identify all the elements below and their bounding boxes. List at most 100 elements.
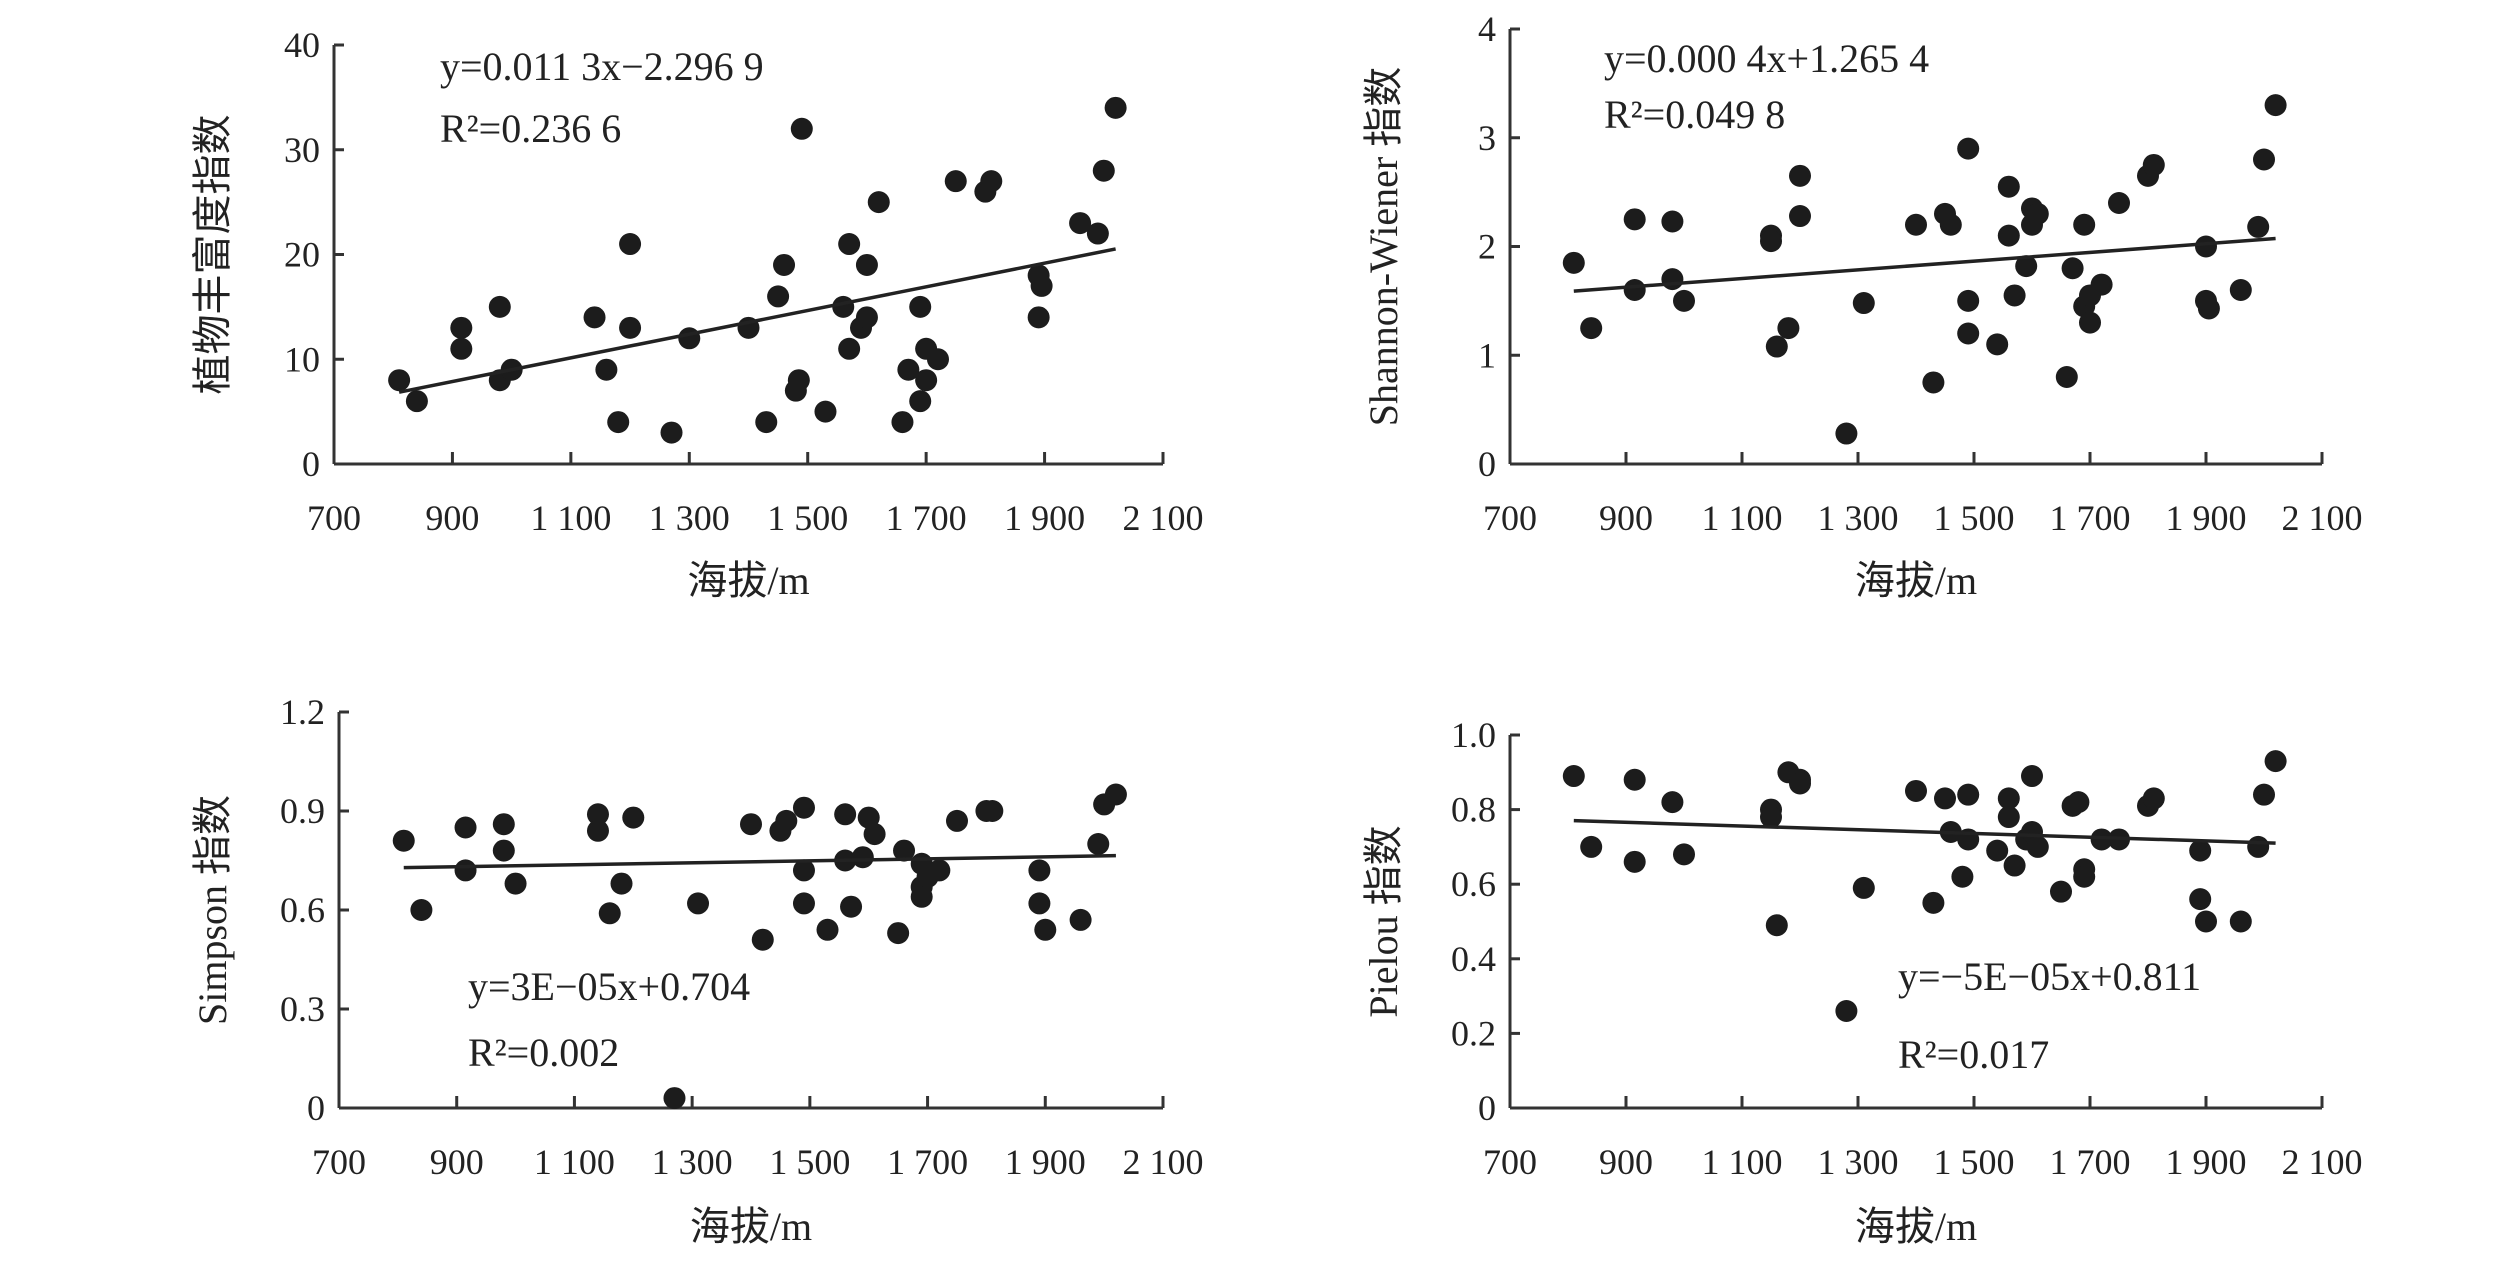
data-point	[867, 191, 890, 214]
x-tick-label: 1 300	[649, 498, 730, 538]
x-tick-label: 1 500	[1934, 498, 2015, 538]
data-point	[610, 872, 633, 895]
trend-line	[398, 247, 1116, 394]
data-point	[1623, 768, 1646, 791]
data-point	[1092, 159, 1115, 182]
regression-equation: y=0.000 4x+1.265 4	[1604, 36, 1929, 81]
x-tick-label: 2 100	[2282, 498, 2363, 538]
data-point	[1997, 787, 2020, 810]
x-tick-label: 700	[1483, 498, 1537, 538]
data-point	[2090, 273, 2113, 296]
panel-pielou: 0 0.2 0.4 0.6 0.8 1.0 700 900 1 100 1 300 1 500 1 7…	[1361, 715, 2363, 1249]
data-point	[926, 348, 949, 371]
x-tick-label: 700	[307, 498, 361, 538]
r-squared-label: R²=0.017	[1898, 1032, 2049, 1077]
data-point	[1027, 306, 1050, 329]
data-point	[775, 809, 798, 832]
data-point	[855, 253, 878, 276]
data-point	[1789, 205, 1811, 228]
trend-line	[1573, 818, 2276, 845]
data-point	[857, 806, 880, 829]
x-tick-label: 1 700	[887, 1142, 968, 1182]
regression-equation: y=3E−05x+0.704	[468, 964, 750, 1009]
data-point	[1623, 850, 1646, 873]
x-tick-label: 1 100	[1702, 1142, 1783, 1182]
regression-equation: y=0.011 3x−2.296 9	[440, 44, 764, 89]
data-point	[2189, 839, 2212, 862]
data-point	[1562, 251, 1585, 274]
y-tick-label: 0	[1478, 444, 1496, 484]
data-point	[1957, 783, 1980, 806]
data-point	[1661, 210, 1684, 233]
x-tick-label: 1 900	[2166, 498, 2247, 538]
data-point	[492, 839, 515, 862]
data-point	[2142, 787, 2165, 810]
data-point	[2003, 284, 2026, 307]
panel-simpson: 0 0.3 0.6 0.9 1.2 700 900 1 100 1 300 1 500 1 700 1…	[190, 692, 1204, 1249]
x-tick-label: 700	[312, 1142, 366, 1182]
data-point	[1997, 224, 2020, 247]
data-point	[450, 316, 473, 339]
r-squared-label: R²=0.049 8	[1604, 92, 1785, 137]
data-point	[1765, 914, 1788, 937]
data-point	[1661, 791, 1684, 814]
data-point	[619, 316, 642, 339]
x-axis-label: 海拔/m	[1855, 558, 1977, 603]
data-point	[663, 1087, 686, 1110]
panel-shannon: 0 1 2 3 4 700 900 1 100 1 300 1 500 1 700 1 900 2 10…	[1361, 9, 2363, 603]
data-point	[2142, 153, 2165, 176]
data-point	[504, 872, 527, 895]
y-tick-label: 0.9	[280, 791, 325, 831]
x-tick-label: 900	[1599, 498, 1653, 538]
data-point	[909, 390, 932, 413]
x-tick-label: 1 300	[1818, 1142, 1899, 1182]
y-tick-label: 0.2	[1451, 1013, 1496, 1053]
data-point	[586, 803, 609, 826]
data-point	[1034, 918, 1057, 941]
data-point	[660, 421, 683, 444]
y-axis-label: 植物丰富度指数	[190, 115, 235, 395]
data-point	[1623, 208, 1646, 231]
data-point	[946, 809, 968, 832]
x-tick-label: 1 500	[769, 1142, 850, 1182]
y-tick-label: 4	[1478, 9, 1496, 49]
data-point	[1104, 783, 1127, 806]
y-tick-label: 3	[1478, 118, 1496, 158]
r-squared-label: R²=0.002	[468, 1030, 619, 1075]
data-point	[855, 306, 878, 329]
data-point	[980, 170, 1003, 193]
trend-line	[403, 853, 1116, 870]
data-point	[1957, 289, 1980, 312]
x-tick-label: 1 100	[1702, 498, 1783, 538]
y-tick-label: 0	[302, 444, 320, 484]
x-tick-label: 1 500	[767, 498, 848, 538]
data-point	[450, 337, 473, 360]
data-point	[787, 369, 810, 392]
x-tick-label: 2 100	[2282, 1142, 2363, 1182]
data-point	[392, 829, 415, 852]
data-point	[740, 813, 762, 836]
data-point	[1661, 268, 1684, 291]
data-point	[2189, 888, 2212, 911]
data-point	[1835, 1000, 1858, 1023]
data-point	[410, 899, 433, 921]
data-point	[2015, 255, 2038, 278]
data-point	[1673, 843, 1695, 866]
data-point	[1986, 839, 2009, 862]
data-point	[1951, 865, 1974, 888]
x-axis-label: 海拔/m	[687, 558, 809, 603]
data-point	[598, 902, 621, 925]
data-point	[767, 285, 790, 308]
y-tick-label: 1	[1478, 335, 1496, 375]
data-point	[1905, 213, 1927, 236]
data-point	[1852, 292, 1875, 315]
data-point	[751, 928, 774, 951]
x-tick-label: 700	[1483, 1142, 1537, 1182]
data-point	[492, 813, 515, 836]
x-tick-label: 1 700	[2050, 498, 2131, 538]
data-point	[2229, 279, 2252, 301]
x-tick-label: 1 500	[1934, 1142, 2015, 1182]
data-point	[2090, 828, 2113, 851]
x-tick-label: 1 900	[1005, 1142, 1086, 1182]
